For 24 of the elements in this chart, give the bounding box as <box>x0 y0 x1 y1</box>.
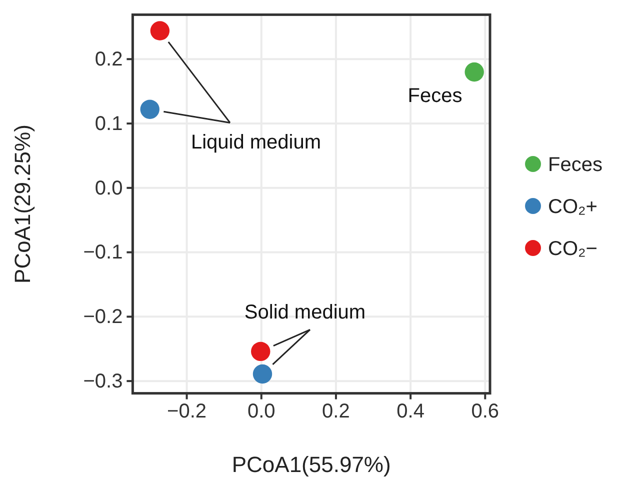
y-tick-label: 0.2 <box>94 48 123 71</box>
y-axis-title: PCoA1(29.25%) <box>10 124 35 284</box>
x-tick-label: −0.2 <box>167 400 207 422</box>
legend-label: CO₂− <box>548 238 598 260</box>
point <box>464 62 484 82</box>
point <box>251 342 270 362</box>
x-tick-label: 0.2 <box>322 400 350 422</box>
y-tick-label: −0.3 <box>83 370 123 392</box>
legend-label: Feces <box>548 154 602 176</box>
y-tick-label: −0.1 <box>83 242 123 264</box>
point <box>150 21 170 40</box>
point <box>140 100 160 119</box>
annotation: Solid medium <box>244 302 366 324</box>
x-tick-label: 0.6 <box>471 400 500 422</box>
legend-label: CO₂+ <box>548 196 598 218</box>
y-tick-label: 0.1 <box>94 112 123 135</box>
point <box>252 364 272 384</box>
annotation: Feces <box>408 85 462 107</box>
annotation: Liquid medium <box>190 132 322 154</box>
x-tick-label: 0.4 <box>396 400 424 422</box>
x-axis-title: PCoA1(55.97%) <box>232 452 391 477</box>
x-tick-label: 0.0 <box>247 400 276 422</box>
y-tick-label: 0.0 <box>94 177 123 200</box>
y-tick-label: −0.2 <box>83 306 123 328</box>
